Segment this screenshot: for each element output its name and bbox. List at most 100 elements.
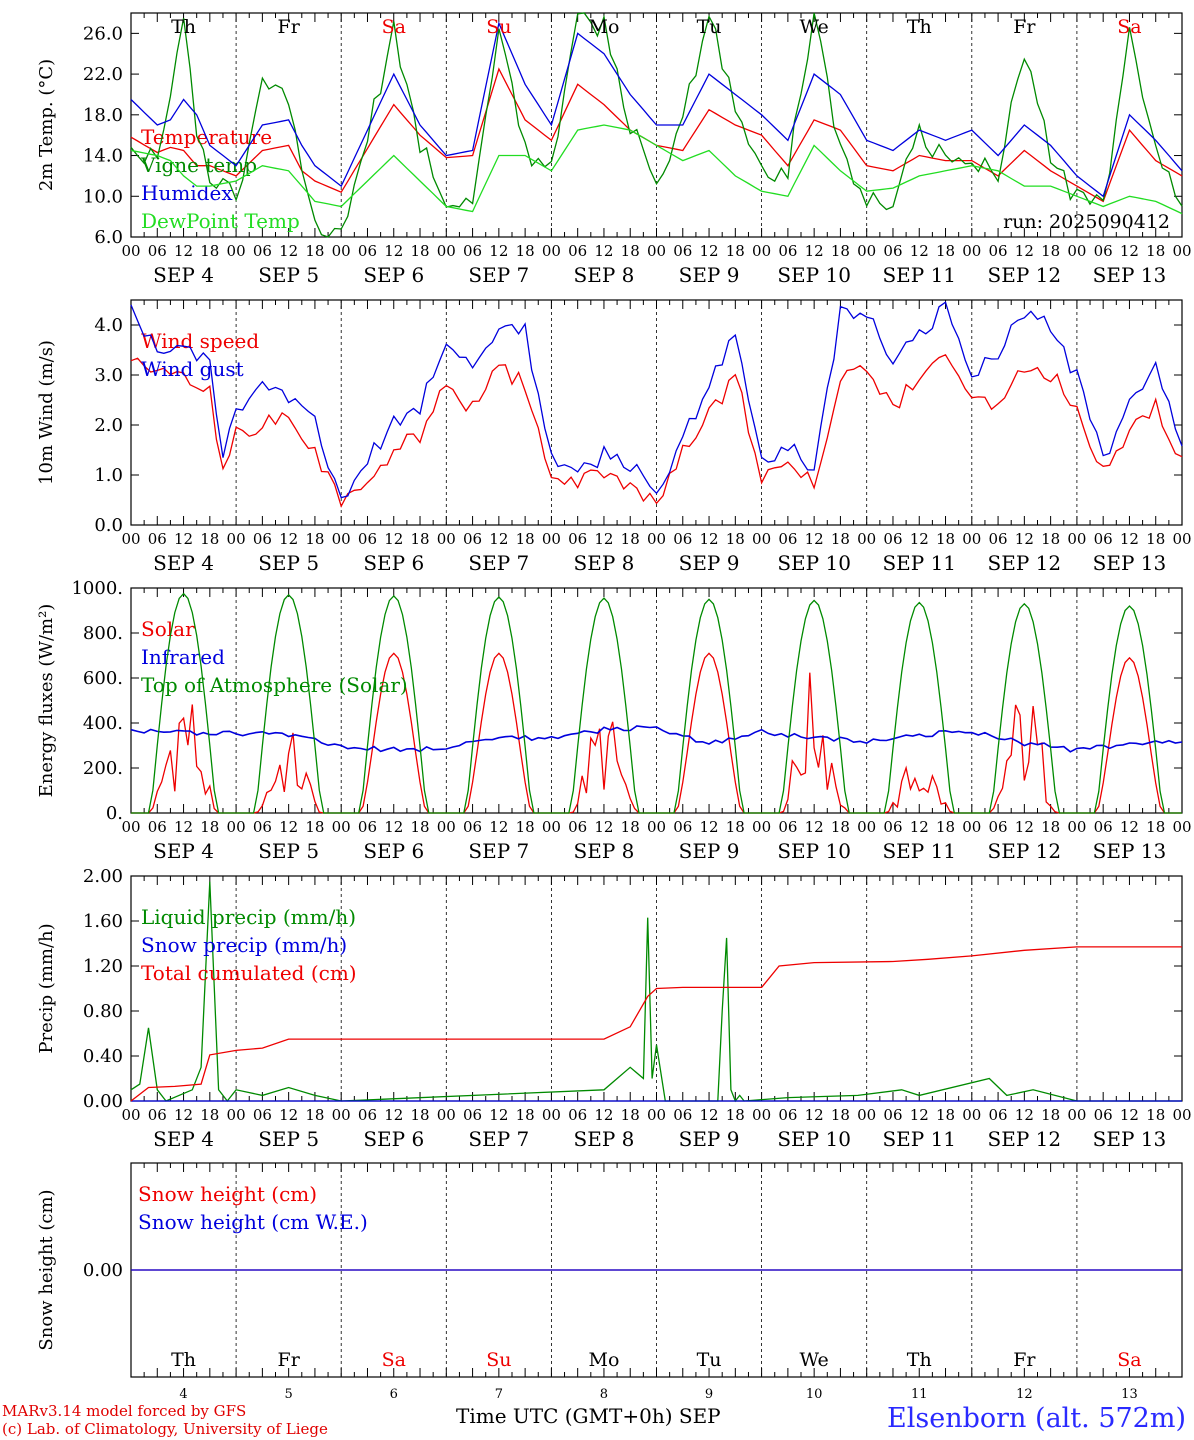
hour-tick-label: 12 (279, 818, 298, 836)
date-label: SEP 6 (363, 263, 424, 287)
y-tick-label: 10.0 (83, 186, 123, 207)
date-label: SEP 8 (574, 551, 635, 575)
hour-tick-label: 00 (437, 242, 456, 260)
hour-tick-label: 18 (1146, 1106, 1165, 1124)
legend-entry: Wind gust (141, 357, 244, 381)
hour-tick-label: 12 (384, 242, 403, 260)
y-tick-label: 0.00 (83, 1260, 123, 1281)
hour-tick-label: 12 (594, 1106, 613, 1124)
y-tick-label: 4.0 (94, 315, 123, 336)
hour-tick-label: 00 (1067, 242, 1086, 260)
day-name-bottom: Fr (278, 1349, 301, 1371)
legend-entry: Wind speed (141, 329, 259, 353)
hour-tick-label: 00 (227, 818, 246, 836)
y-tick-label: 0.00 (83, 1091, 123, 1112)
hour-tick-label: 06 (883, 1106, 902, 1124)
y-tick-label: 14.0 (83, 146, 123, 167)
day-name-top: Su (486, 16, 511, 38)
date-label: SEP 6 (363, 1127, 424, 1151)
y-axis-title: Energy fluxes (W/m²) (36, 604, 57, 798)
hour-tick-label: 00 (857, 530, 876, 548)
hour-tick-label: 18 (305, 242, 324, 260)
date-label: SEP 13 (1093, 1127, 1167, 1151)
hour-tick-label: 00 (437, 818, 456, 836)
day-name-top: Mo (588, 16, 619, 38)
date-label: SEP 12 (988, 1127, 1062, 1151)
date-label: SEP 9 (679, 263, 740, 287)
hour-tick-label: 06 (778, 818, 797, 836)
hour-tick-label: 18 (1041, 818, 1060, 836)
hour-tick-label: 18 (410, 818, 429, 836)
y-tick-label: 26.0 (83, 23, 123, 44)
hour-tick-label: 00 (857, 818, 876, 836)
date-label: SEP 4 (153, 263, 214, 287)
hour-tick-label: 18 (516, 1106, 535, 1124)
hour-tick-label: 12 (805, 818, 824, 836)
date-label: SEP 4 (153, 1127, 214, 1151)
hour-tick-label: 18 (726, 530, 745, 548)
y-tick-label: 2.0 (94, 415, 123, 436)
date-label: SEP 13 (1093, 263, 1167, 287)
date-label: SEP 7 (468, 551, 529, 575)
hour-tick-label: 00 (962, 818, 981, 836)
hour-tick-label: 18 (516, 242, 535, 260)
hour-tick-label: 00 (121, 242, 140, 260)
hour-tick-label: 18 (1146, 530, 1165, 548)
hour-tick-label: 18 (1146, 242, 1165, 260)
hour-tick-label: 06 (673, 242, 692, 260)
hour-tick-label: 12 (910, 530, 929, 548)
hour-tick-label: 06 (463, 530, 482, 548)
panel-frame-wind (130, 299, 1183, 526)
hour-tick-label: 00 (437, 530, 456, 548)
hour-tick-label: 06 (778, 1106, 797, 1124)
y-axis-title: 10m Wind (m/s) (36, 340, 57, 485)
hour-tick-label: 06 (253, 530, 272, 548)
date-label: SEP 11 (882, 263, 956, 287)
y-tick-label: 0. (106, 803, 123, 824)
day-name-bottom: Mo (588, 1349, 619, 1371)
hour-tick-label: 06 (568, 818, 587, 836)
hour-tick-label: 06 (253, 1106, 272, 1124)
hour-tick-label: 12 (174, 1106, 193, 1124)
day-number: 11 (911, 1387, 928, 1402)
hour-tick-label: 00 (542, 1106, 561, 1124)
day-number: 9 (705, 1387, 713, 1402)
y-tick-label: 400. (83, 713, 123, 734)
hour-tick-label: 12 (384, 1106, 403, 1124)
date-label: SEP 6 (363, 551, 424, 575)
hour-tick-label: 12 (1015, 530, 1034, 548)
date-label: SEP 13 (1093, 839, 1167, 863)
hour-tick-label: 00 (962, 1106, 981, 1124)
hour-tick-label: 12 (594, 818, 613, 836)
hour-tick-label: 00 (752, 818, 771, 836)
y-tick-label: 0.0 (94, 515, 123, 536)
hour-tick-label: 00 (647, 242, 666, 260)
day-name-bottom: Th (171, 1349, 196, 1371)
hour-tick-label: 06 (673, 1106, 692, 1124)
hour-tick-label: 00 (1067, 530, 1086, 548)
hour-tick-label: 00 (332, 530, 351, 548)
day-name-bottom: We (800, 1349, 829, 1371)
hour-tick-label: 18 (1146, 818, 1165, 836)
hour-tick-label: 18 (1041, 530, 1060, 548)
hour-tick-label: 00 (647, 818, 666, 836)
model-credit: MARv3.14 model forced by GFS (2, 1402, 247, 1420)
day-number: 7 (495, 1387, 503, 1402)
legend-entry: Top of Atmosphere (Solar) (141, 673, 408, 697)
y-tick-label: 3.0 (94, 365, 123, 386)
hour-tick-label: 12 (1120, 818, 1139, 836)
day-number: 6 (390, 1387, 398, 1402)
hour-tick-label: 12 (700, 1106, 719, 1124)
day-name-bottom: Fr (1013, 1349, 1036, 1371)
hour-tick-label: 00 (121, 530, 140, 548)
hour-tick-label: 18 (936, 242, 955, 260)
hour-tick-label: 00 (1172, 1106, 1191, 1124)
hour-tick-label: 12 (489, 530, 508, 548)
hour-tick-label: 00 (121, 818, 140, 836)
hour-tick-label: 12 (1120, 242, 1139, 260)
hour-tick-label: 06 (358, 530, 377, 548)
hour-tick-label: 06 (778, 242, 797, 260)
hour-tick-label: 12 (910, 1106, 929, 1124)
hour-tick-label: 12 (1015, 818, 1034, 836)
day-name-top: Th (907, 16, 932, 38)
